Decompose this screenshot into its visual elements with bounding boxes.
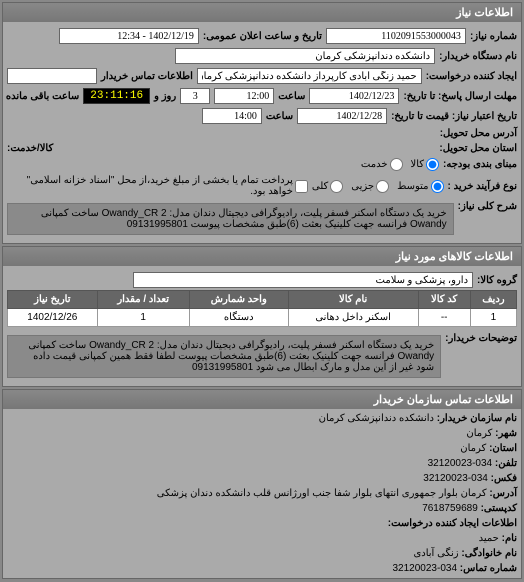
buyer-desc-text: خرید یک دستگاه اسکنر فسفر پلیت، رادیوگرا… (7, 335, 441, 378)
td-3: دستگاه (189, 309, 288, 327)
td-2: اسکنر داخل دهانی (288, 309, 418, 327)
countdown-timer: 23:11:16 (83, 88, 150, 104)
city-value: کرمان (466, 428, 492, 439)
deadline-date-field (309, 88, 399, 104)
deadline-time-field (214, 88, 274, 104)
td-0: 1 (470, 309, 516, 327)
org-name-value: دانشکده دندانپزشکی کرمان (319, 413, 434, 424)
table-header-row: ردیف کد کالا نام کالا واحد شمارش تعداد /… (8, 291, 517, 309)
province-label: استان: (489, 443, 517, 454)
province-value: کرمان (460, 443, 486, 454)
goods-group-field (133, 272, 473, 288)
remaining-days-field (180, 88, 210, 104)
th-3: واحد شمارش (189, 291, 288, 309)
time-label-2: ساعت (266, 111, 293, 122)
req-no-label: شماره نیاز: (470, 31, 517, 42)
desc-label: شرح کلی نیاز: (458, 201, 517, 212)
name-label: نام: (502, 533, 517, 544)
remaining-days-label: روز و (154, 91, 176, 102)
address-value: کرمان بلوار جمهوری انتهای بلوار شفا جنب … (157, 488, 487, 499)
family-label: نام خانوادگی: (461, 548, 517, 559)
validity-time-field (202, 108, 262, 124)
delivery-addr-label: آدرس محل تحویل: (440, 128, 517, 139)
radio-pay-1[interactable]: جزیی (351, 180, 389, 193)
goods-panel: اطلاعات کالاهای مورد نیاز گروه کالا: ردی… (2, 246, 522, 387)
radio-pay-0[interactable]: متوسط (397, 180, 443, 193)
table-row: 1 -- اسکنر داخل دهانی دستگاه 1 1402/12/2… (8, 309, 517, 327)
td-1: -- (418, 309, 470, 327)
desc-text: خرید یک دستگاه اسکنر فسفر پلیت، رادیوگرا… (7, 203, 454, 235)
req-no-field (326, 28, 466, 44)
buyer-contact-label: اطلاعات تماس خریدار (101, 71, 193, 82)
th-4: تعداد / مقدار (97, 291, 189, 309)
buyer-name-field (175, 48, 435, 64)
th-0: ردیف (470, 291, 516, 309)
td-4: 1 (97, 309, 189, 327)
buyer-name-label: نام دستگاه خریدار: (439, 51, 517, 62)
legal-budget-label: مبنای بندی بودجه: (443, 159, 517, 170)
phone2-value: 034-32120023 (392, 563, 457, 574)
requester-field (197, 68, 422, 84)
goods-group-label: گروه کالا: (477, 275, 517, 286)
validity-label: تاریخ اعتبار نیاز: قیمت تا تاریخ: (391, 111, 517, 122)
delivery-place-label: استان محل تحویل: (439, 143, 517, 154)
payment-note-check[interactable]: پرداخت تمام یا بخشی از مبلغ خرید،از محل … (7, 175, 308, 197)
name-value: حمید (479, 533, 499, 544)
buyer-contact-field[interactable] (7, 68, 97, 84)
td-5: 1402/12/26 (8, 309, 98, 327)
th-1: کد کالا (418, 291, 470, 309)
main-panel-header: اطلاعات نیاز (3, 3, 521, 22)
radio-service[interactable]: خدمت (361, 158, 403, 171)
th-5: تاریخ نیاز (8, 291, 98, 309)
goods-panel-body: گروه کالا: ردیف کد کالا نام کالا واحد شم… (3, 266, 521, 386)
org-name-label: نام سازمان خریدار: (437, 413, 517, 424)
fax-label: فکس: (491, 473, 517, 484)
time-label-1: ساعت (278, 91, 305, 102)
city-label: شهر: (495, 428, 517, 439)
buyer-desc-label: توضیحات خریدار: (445, 333, 517, 344)
phone2-label: شماره تماس: (460, 563, 517, 574)
radio-pay-2[interactable]: کلی (312, 180, 343, 193)
creator-info-label: اطلاعات ایجاد کننده درخواست: (388, 518, 517, 529)
payment-radio-group: متوسط جزیی کلی (312, 180, 444, 193)
address-label: آدرس: (489, 488, 517, 499)
goods-panel-header: اطلاعات کالاهای مورد نیاز (3, 247, 521, 266)
postal-value: 7618759689 (422, 503, 478, 514)
contact-panel: اطلاعات تماس سازمان خریدار نام سازمان خر… (2, 389, 522, 579)
requester-label: ایجاد کننده درخواست: (426, 71, 517, 82)
radio-goods[interactable]: کالا (411, 158, 440, 171)
main-panel-body: شماره نیاز: تاریخ و ساعت اعلان عمومی: نا… (3, 22, 521, 243)
payment-type-label: نوع فرآیند خرید : (448, 181, 517, 192)
validity-date-field (297, 108, 387, 124)
announce-dt-field (59, 28, 199, 44)
deadline-label: مهلت ارسال پاسخ: تا تاریخ: (403, 91, 517, 102)
goods-table: ردیف کد کالا نام کالا واحد شمارش تعداد /… (7, 290, 517, 327)
remaining-left-label: ساعت باقی مانده (6, 91, 79, 102)
fax-value: 034-32120023 (423, 473, 488, 484)
announce-dt-label: تاریخ و ساعت اعلان عمومی: (203, 31, 322, 42)
goods-service-label: کالا/خدمت: (7, 143, 53, 154)
goods-service-radio-group: کالا خدمت (361, 158, 439, 171)
phone-value: 034-32120023 (428, 458, 493, 469)
postal-label: کدپستی: (481, 503, 517, 514)
contact-panel-header: اطلاعات تماس سازمان خریدار (3, 390, 521, 409)
phone-label: تلفن: (495, 458, 517, 469)
contact-panel-body: نام سازمان خریدار: دانشکده دندانپزشکی کر… (3, 409, 521, 578)
th-2: نام کالا (288, 291, 418, 309)
family-value: زنگی آبادی (413, 548, 458, 559)
main-panel: اطلاعات نیاز شماره نیاز: تاریخ و ساعت اع… (2, 2, 522, 244)
